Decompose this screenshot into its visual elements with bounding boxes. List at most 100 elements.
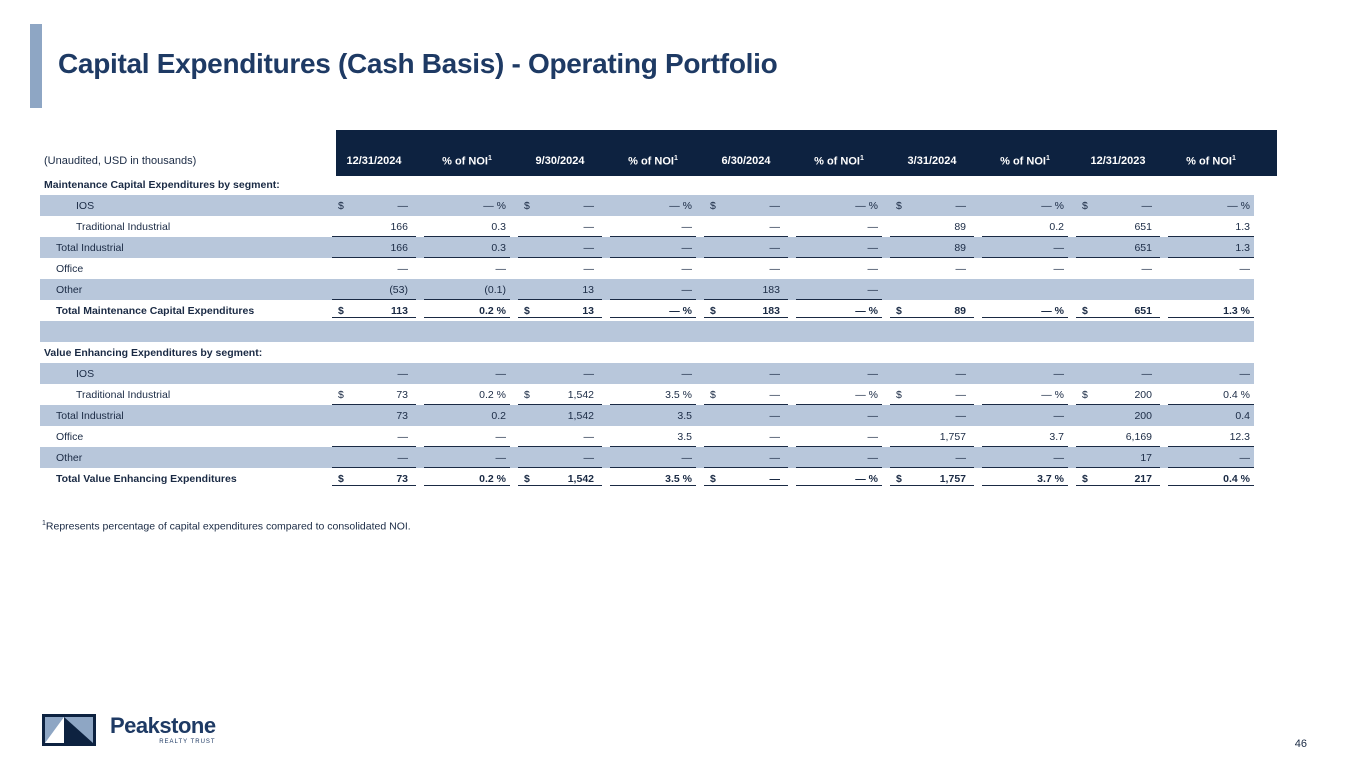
amount-value: — <box>769 220 781 233</box>
amount-cell: 166 <box>332 216 416 237</box>
column-gap <box>602 447 610 468</box>
footnote-text: Represents percentage of capital expendi… <box>45 520 411 533</box>
percent-cell: 3.5 <box>610 426 696 447</box>
amount-cell: $183 <box>704 300 788 321</box>
amount-cell: — <box>332 447 416 468</box>
amount-cell: — <box>518 363 602 384</box>
percent-value: — % <box>855 388 878 401</box>
amount-value: 89 <box>954 304 966 317</box>
amount-value: 89 <box>954 241 966 254</box>
column-gap <box>1068 384 1076 405</box>
percent-value: — <box>681 451 693 464</box>
column-header: % of NOI1 <box>982 148 1068 174</box>
table-cell <box>704 321 788 342</box>
column-gap <box>510 258 518 279</box>
percent-cell: — <box>610 216 696 237</box>
column-gap <box>1068 405 1076 426</box>
amount-cell: — <box>518 237 602 258</box>
row-label: Total Maintenance Capital Expenditures <box>56 304 255 317</box>
amount-cell: — <box>332 258 416 279</box>
logo-name: Peakstone <box>110 713 216 738</box>
percent-cell: — % <box>610 300 696 321</box>
amount-value: — <box>583 367 595 380</box>
column-header: % of NOI1 <box>1168 148 1254 174</box>
column-gap <box>788 426 796 447</box>
column-gap <box>788 195 796 216</box>
column-gap <box>974 148 982 174</box>
percent-value: 0.2 % <box>479 472 506 485</box>
percent-cell: 0.2 <box>982 216 1068 237</box>
percent-cell: 0.4 % <box>1168 384 1254 405</box>
percent-value: — <box>1053 451 1065 464</box>
percent-cell: 0.2 <box>424 405 510 426</box>
amount-cell: $200 <box>1076 384 1160 405</box>
column-gap <box>696 405 704 426</box>
column-gap <box>696 279 704 300</box>
amount-value: — <box>769 430 781 443</box>
column-gap <box>882 426 890 447</box>
section-heading-row: Maintenance Capital Expenditures by segm… <box>40 174 1254 195</box>
percent-value: — <box>681 367 693 380</box>
table-row: IOS — — — — — — — — — — <box>40 363 1254 384</box>
column-gap <box>882 216 890 237</box>
table-cell <box>610 174 696 195</box>
amount-value: 13 <box>582 304 594 317</box>
amount-cell <box>890 279 974 300</box>
column-gap <box>602 237 610 258</box>
table-row <box>40 321 1254 342</box>
amount-value: — <box>769 451 781 464</box>
column-gap <box>602 426 610 447</box>
table-cell <box>332 174 416 195</box>
row-label: Total Industrial <box>40 237 332 258</box>
amount-value: 1,542 <box>567 472 594 485</box>
amount-value: 200 <box>1134 409 1152 422</box>
column-gap <box>602 258 610 279</box>
amount-value: 1,542 <box>567 409 594 422</box>
percent-value: 0.3 <box>491 220 506 233</box>
column-gap <box>416 321 424 342</box>
table-cell <box>332 342 416 363</box>
percent-cell: — <box>796 363 882 384</box>
column-header-label: 6/30/2024 <box>721 155 771 167</box>
amount-value: — <box>397 367 409 380</box>
column-gap <box>416 148 424 174</box>
amount-cell: $89 <box>890 300 974 321</box>
table-row: Other — — — — — — — — 17 — <box>40 447 1254 468</box>
percent-value: — <box>495 430 507 443</box>
column-gap <box>510 468 518 489</box>
column-gap <box>974 363 982 384</box>
column-gap <box>416 279 424 300</box>
percent-cell: 0.2 % <box>424 384 510 405</box>
column-gap <box>882 384 890 405</box>
column-gap <box>882 279 890 300</box>
percent-cell: — % <box>982 300 1068 321</box>
amount-value: 200 <box>1134 388 1152 401</box>
amount-value: — <box>397 430 409 443</box>
column-gap <box>1068 468 1076 489</box>
logo: Peakstone REALTY TRUST <box>42 714 216 746</box>
column-gap <box>510 195 518 216</box>
currency-sign: $ <box>896 472 902 485</box>
percent-cell: — <box>424 447 510 468</box>
amount-cell: 651 <box>1076 216 1160 237</box>
column-header-label: 12/31/2024 <box>346 155 402 167</box>
percent-cell: — <box>796 237 882 258</box>
percent-value: — % <box>1041 304 1064 317</box>
amount-cell: 183 <box>704 279 788 300</box>
column-gap <box>510 216 518 237</box>
amount-value: — <box>955 199 967 212</box>
column-gap <box>1160 237 1168 258</box>
column-gap <box>974 447 982 468</box>
table-cell <box>610 342 696 363</box>
percent-value: — <box>867 241 879 254</box>
percent-cell: — <box>796 405 882 426</box>
table-cell <box>518 342 602 363</box>
percent-cell: — <box>982 237 1068 258</box>
percent-cell <box>982 279 1068 300</box>
column-header: % of NOI1 <box>796 148 882 174</box>
column-gap <box>1160 300 1168 321</box>
percent-value: — <box>1239 262 1251 275</box>
column-gap <box>416 426 424 447</box>
percent-cell: — <box>610 363 696 384</box>
amount-cell: $ — <box>890 195 974 216</box>
